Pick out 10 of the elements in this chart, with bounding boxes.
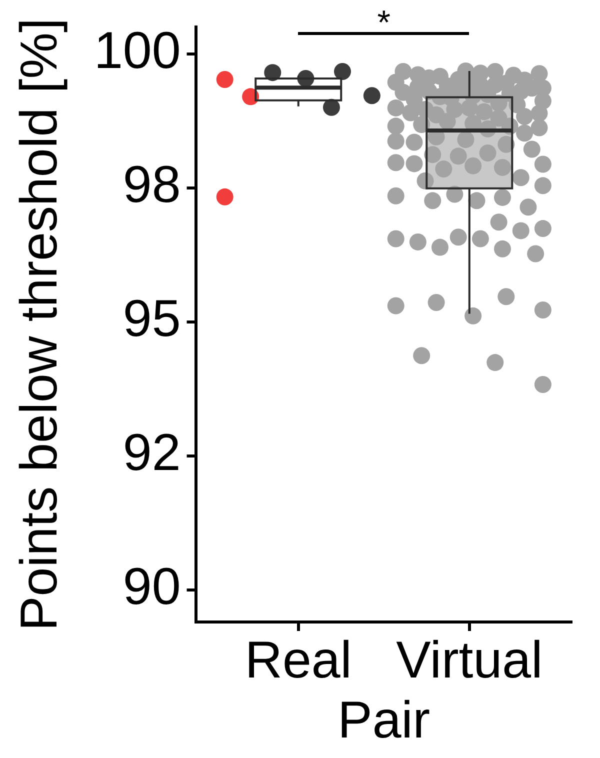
y-tick-label: 92 (122, 424, 181, 482)
y-tick-label: 98 (122, 156, 181, 214)
x-axis-title: Pair (338, 691, 430, 750)
annotation: * (377, 4, 390, 42)
y-axis-title: Points below threshold [%] (10, 18, 68, 631)
y-tick-label: 95 (122, 290, 181, 348)
y-tick-label: 100 (94, 22, 181, 80)
x-tick-label: Real (244, 631, 352, 690)
x-tick-label: Virtual (396, 631, 543, 690)
y-tick-label: 90 (122, 558, 181, 616)
